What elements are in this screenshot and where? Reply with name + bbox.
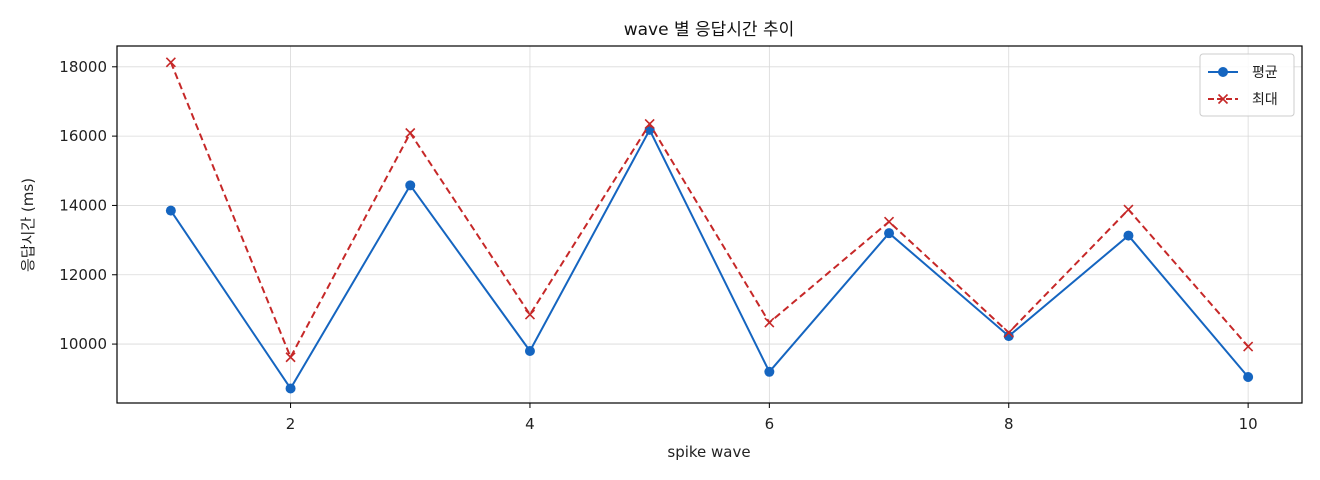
- series-line: [170, 127, 1249, 391]
- y-tick-label: 18000: [59, 58, 107, 76]
- y-axis-label: 응답시간 (ms): [19, 178, 37, 272]
- y-tick-label: 16000: [59, 127, 107, 145]
- series-maximum: [165, 57, 1254, 363]
- tick-layer: 2 4 6 8 10 10000 12000 14000 16000 18000: [59, 58, 1257, 433]
- x-axis-label: spike wave: [667, 443, 750, 461]
- series-layer: [165, 57, 1254, 394]
- legend-marker: [1217, 93, 1229, 105]
- data-point: [405, 180, 416, 191]
- x-tick-label: 2: [286, 415, 296, 433]
- x-tick-label: 8: [1004, 415, 1014, 433]
- data-point: [405, 127, 416, 139]
- legend-item: 평균: [1208, 65, 1278, 81]
- chart-title: wave 별 응답시간 추이: [624, 20, 795, 40]
- data-point: [883, 216, 895, 227]
- data-point: [285, 352, 296, 363]
- data-point: [764, 366, 775, 377]
- legend-item: 최대: [1208, 92, 1278, 108]
- data-point: [1243, 341, 1254, 352]
- data-point: [165, 57, 176, 68]
- y-tick-label: 12000: [59, 266, 107, 284]
- legend-box: [1199, 53, 1295, 117]
- data-point: [644, 118, 655, 130]
- series-line: [169, 61, 1249, 360]
- legend-label: 최대: [1252, 92, 1278, 108]
- x-tick-label: 6: [765, 415, 775, 433]
- y-tick-label: 14000: [59, 196, 107, 214]
- data-point: [1123, 230, 1134, 241]
- data-point: [1123, 204, 1134, 215]
- data-point: [1003, 331, 1014, 342]
- data-point: [1003, 327, 1014, 338]
- grid-layer: [117, 46, 1302, 403]
- series-average: [165, 124, 1254, 394]
- data-point: [764, 317, 775, 328]
- data-point: [524, 309, 536, 320]
- y-tick-label: 10000: [59, 335, 107, 353]
- data-point: [1243, 372, 1254, 383]
- data-point: [884, 228, 895, 239]
- legend-marker: [1218, 67, 1228, 77]
- plot-frame: [116, 45, 1303, 404]
- data-point: [285, 383, 296, 394]
- legend-label: 평균: [1252, 65, 1278, 81]
- data-point: [524, 346, 535, 357]
- x-tick-label: 4: [525, 415, 535, 433]
- data-point: [165, 205, 176, 216]
- x-tick-label: 10: [1239, 415, 1258, 433]
